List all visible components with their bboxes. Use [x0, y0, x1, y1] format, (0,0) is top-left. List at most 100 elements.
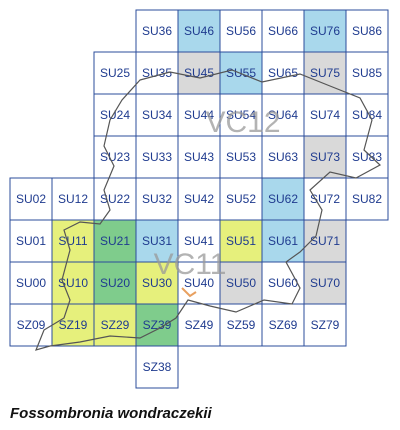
grid-square-label: SU01	[16, 234, 46, 248]
grid-square-label: SU21	[100, 234, 130, 248]
grid-square-label: SU46	[184, 24, 214, 38]
grid-square-label: SZ79	[311, 318, 340, 332]
grid-square-label: SU61	[268, 234, 298, 248]
grid-square	[261, 219, 305, 263]
grid-square-label: SU12	[58, 192, 88, 206]
grid-square-label: SU51	[226, 234, 256, 248]
grid-square-label: SU02	[16, 192, 46, 206]
grid-square	[93, 261, 137, 305]
grid-square-label: SU41	[184, 234, 214, 248]
grid-square	[219, 93, 263, 137]
grid-square	[261, 303, 305, 347]
grid-square	[177, 93, 221, 137]
estuary-marker	[181, 287, 197, 298]
grid-square-label: SU32	[142, 192, 172, 206]
grid-square-label: SZ69	[269, 318, 298, 332]
grid-square-label: SU74	[310, 108, 340, 122]
grid-square-label: SU50	[226, 276, 256, 290]
grid-square-label: SU84	[352, 108, 382, 122]
grid-square	[51, 303, 95, 347]
grid-square-label: SU54	[226, 108, 256, 122]
vice-county-label: VC11	[154, 248, 227, 281]
grid-square-label: SZ49	[185, 318, 214, 332]
grid-square	[177, 9, 221, 53]
grid-square	[135, 219, 179, 263]
grid-square-label: SU53	[226, 150, 256, 164]
grid-square-label: SU33	[142, 150, 172, 164]
grid-square-label: SU20	[100, 276, 130, 290]
grid-square	[177, 303, 221, 347]
grid-square	[135, 177, 179, 221]
grid-square	[9, 219, 53, 263]
grid-square-label: SZ39	[143, 318, 172, 332]
coastline	[34, 69, 382, 351]
grid-square	[9, 303, 53, 347]
grid-square	[303, 51, 347, 95]
grid-square-label: SU75	[310, 66, 340, 80]
grid-square	[345, 9, 389, 53]
grid-square-label: SU30	[142, 276, 172, 290]
grid-square-label: SU23	[100, 150, 130, 164]
grid-square-label: SU86	[352, 24, 382, 38]
grid-square-label: SU63	[268, 150, 298, 164]
grid-square-label: SU76	[310, 24, 340, 38]
grid-square	[177, 261, 221, 305]
grid-square-label: SU00	[16, 276, 46, 290]
grid-square-label: SU65	[268, 66, 298, 80]
grid-square-label: SU42	[184, 192, 214, 206]
grid-square	[303, 303, 347, 347]
grid-square	[135, 135, 179, 179]
grid-square-label: SU56	[226, 24, 256, 38]
grid-square	[93, 135, 137, 179]
grid-square-label: SU60	[268, 276, 298, 290]
grid-square	[135, 9, 179, 53]
grid-square	[219, 261, 263, 305]
grid-square-label: SZ59	[227, 318, 256, 332]
grid-square-label: SU36	[142, 24, 172, 38]
grid-square-label: SU24	[100, 108, 130, 122]
grid-square-label: SU52	[226, 192, 256, 206]
grid-square-label: SU11	[58, 234, 87, 248]
grid-square	[219, 219, 263, 263]
grid-square	[9, 261, 53, 305]
grid-square-label: SU62	[268, 192, 298, 206]
grid-square-label: SU34	[142, 108, 172, 122]
grid-square-label: SU71	[310, 234, 340, 248]
grid-square-label: SU70	[310, 276, 340, 290]
grid-square	[135, 345, 179, 389]
grid-square	[303, 261, 347, 305]
grid-square-label: SU40	[184, 276, 214, 290]
grid-square	[135, 51, 179, 95]
grid-square	[261, 93, 305, 137]
grid-square-label: SU25	[100, 66, 130, 80]
grid-square	[93, 303, 137, 347]
grid-square-label: SU85	[352, 66, 382, 80]
grid-square	[345, 177, 389, 221]
grid-square-label: SU31	[142, 234, 172, 248]
grid-square	[135, 303, 179, 347]
grid-square-label: SZ38	[143, 360, 172, 374]
grid-square-label: SU22	[100, 192, 130, 206]
grid-square-label: SU82	[352, 192, 382, 206]
grid-square	[135, 261, 179, 305]
grid-square	[177, 135, 221, 179]
grid-square-label: SZ09	[17, 318, 46, 332]
grid-square-label: SZ19	[59, 318, 88, 332]
grid-square-label: SU66	[268, 24, 298, 38]
grid-square	[9, 177, 53, 221]
species-caption: Fossombronia wondraczekii	[10, 405, 213, 422]
grid-square-label: SU44	[184, 108, 214, 122]
grid-square	[345, 135, 389, 179]
grid-square-label: SU73	[310, 150, 340, 164]
grid-square	[51, 261, 95, 305]
grid-square	[93, 93, 137, 137]
grid-square	[345, 93, 389, 137]
grid-square-label: SU72	[310, 192, 340, 206]
grid-square-label: SU43	[184, 150, 214, 164]
grid-square-label: SZ29	[101, 318, 130, 332]
grid-square	[51, 177, 95, 221]
grid-square-label: SU64	[268, 108, 298, 122]
grid-square-label: SU35	[142, 66, 172, 80]
vice-county-label: VC12	[205, 106, 280, 139]
